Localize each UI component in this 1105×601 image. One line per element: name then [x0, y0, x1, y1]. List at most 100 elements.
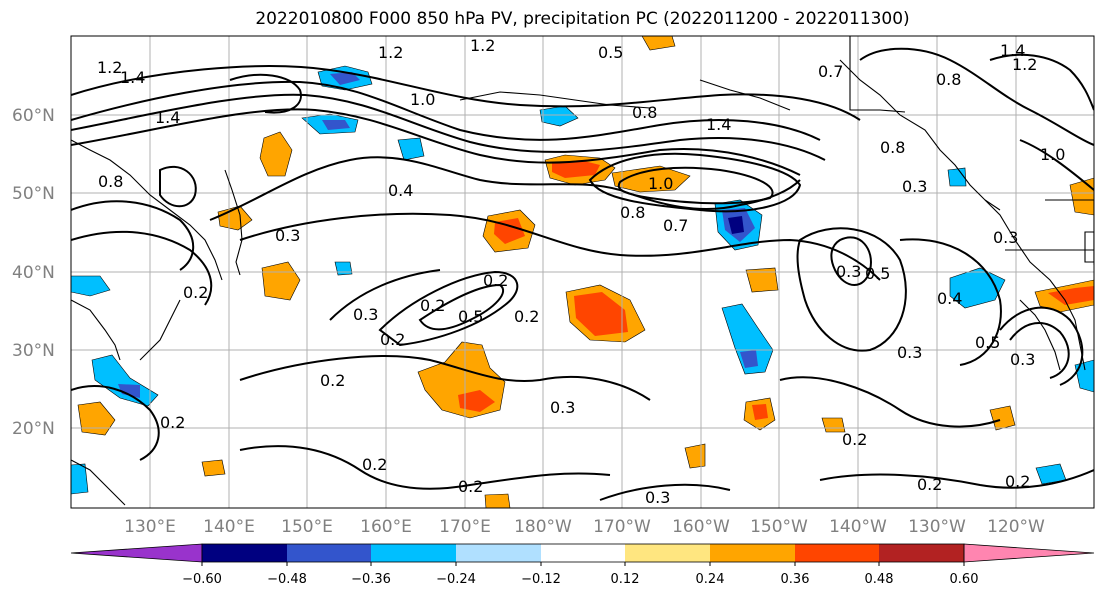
colorbar-tick-label: −0.36 — [351, 572, 391, 587]
colorbar-segment — [710, 544, 795, 562]
lon-label: 150°W — [750, 517, 808, 537]
shading-blob — [574, 292, 628, 336]
shading-blob — [458, 390, 495, 412]
contour-label: 0.8 — [632, 103, 657, 122]
contour-label: 0.3 — [645, 488, 670, 507]
coastline — [984, 199, 1086, 371]
contour-labels: 1.2 1.2 1.4 1.2 0.5 1.4 1.2 1.4 1.0 0.8 … — [97, 36, 1065, 507]
contour-label: 0.3 — [550, 398, 575, 417]
shading-blob — [397, 137, 425, 161]
pv-contour — [796, 227, 907, 352]
pv-contour — [989, 53, 1094, 111]
pv-contour — [617, 166, 774, 205]
pv-contour — [588, 152, 802, 213]
contour-label: 0.2 — [458, 477, 483, 496]
colorbar-segment — [287, 544, 371, 562]
contour-label: 0.3 — [1010, 350, 1035, 369]
contour-label: 0.3 — [993, 228, 1018, 247]
lon-label: 130°W — [908, 517, 966, 537]
contour-label: 1.0 — [410, 90, 435, 109]
shading-blob — [947, 167, 967, 187]
colorbar-segment — [202, 544, 287, 562]
colorbar-tick-label: −0.48 — [267, 572, 307, 587]
contour-label: 0.3 — [897, 343, 922, 362]
pv-contour — [1009, 321, 1070, 379]
lat-label: 20°N — [12, 419, 55, 439]
colorbar-tick-label: −0.60 — [182, 572, 222, 587]
contour-label: 0.3 — [275, 226, 300, 245]
map-frame — [70, 35, 1095, 509]
contour-label: 1.4 — [120, 68, 145, 87]
colorbar-tick-label: 0.36 — [781, 572, 810, 587]
shading-blob — [71, 275, 111, 297]
shading-blob — [334, 261, 353, 276]
contour-label: 1.4 — [706, 115, 731, 134]
pv-contour — [71, 93, 826, 161]
shading-blob — [745, 267, 779, 293]
colorbar-segment — [70, 543, 203, 563]
shading-blob — [330, 72, 360, 85]
contour-label: 1.2 — [97, 58, 122, 77]
contour-label: 0.2 — [483, 271, 508, 290]
lon-label: 180°W — [514, 517, 572, 537]
coastline — [71, 299, 121, 361]
shading-blob — [118, 384, 140, 398]
pv-contour — [209, 156, 801, 221]
contour-label: 0.2 — [1005, 472, 1030, 491]
pv-contour — [899, 238, 1002, 366]
contour-label: 1.2 — [1012, 55, 1037, 74]
shading-blob — [91, 354, 159, 407]
contour-label: 1.0 — [648, 174, 673, 193]
colorbar-segment — [456, 544, 541, 562]
contour-label: 0.5 — [865, 264, 890, 283]
colorbar-segment — [541, 544, 625, 562]
pv-contour — [71, 65, 861, 121]
graticule — [71, 36, 1094, 508]
colorbar-tick-label: 0.48 — [865, 572, 894, 587]
contour-label: 0.2 — [183, 283, 208, 302]
coastline — [459, 91, 651, 109]
colorbar-tick-labels: −0.60 −0.48 −0.36 −0.24 −0.12 0.12 0.24 … — [182, 572, 978, 587]
contour-label: 1.2 — [378, 43, 403, 62]
pv-contour — [239, 355, 651, 401]
pv-contour — [999, 306, 1084, 386]
colorbar-segment — [625, 544, 710, 562]
pv-contour — [819, 469, 1094, 489]
contour-label: 0.5 — [598, 43, 623, 62]
shading-blob — [611, 165, 691, 193]
colorbar-tick-label: −0.12 — [521, 572, 561, 587]
map-panel: 1.2 1.2 1.4 1.2 0.5 1.4 1.2 1.4 1.0 0.8 … — [70, 35, 1095, 509]
contour-label: 0.2 — [420, 296, 445, 315]
shading-blob — [728, 216, 744, 234]
pv-contour — [599, 483, 731, 501]
shading-blob — [641, 36, 676, 51]
coastline — [139, 299, 181, 361]
contour-label: 0.2 — [160, 413, 185, 432]
pv-contour — [229, 73, 302, 114]
contour-label: 0.8 — [98, 172, 123, 191]
colorbar-tick-label: −0.24 — [436, 572, 476, 587]
shading-blob — [1069, 177, 1094, 216]
contour-label: 0.2 — [362, 455, 387, 474]
colorbar-ticks — [201, 562, 965, 566]
colorbar-segment — [371, 544, 456, 562]
lon-label: 170°E — [439, 517, 491, 537]
contour-label: 0.2 — [514, 307, 539, 326]
pv-contour — [830, 236, 872, 286]
contour-label: 0.2 — [380, 330, 405, 349]
contour-label: 0.5 — [458, 307, 483, 326]
shading-blob — [552, 160, 600, 178]
shading-blob — [201, 459, 226, 477]
colorbar-tick-label: 0.24 — [696, 572, 725, 587]
latitude-labels: 60°N 50°N 40°N 30°N 20°N — [12, 106, 55, 439]
pv-contour — [329, 269, 441, 321]
contour-label: 0.2 — [917, 475, 942, 494]
colorbar-frame — [201, 543, 965, 563]
contour-label: 0.3 — [353, 305, 378, 324]
coastline — [1084, 231, 1094, 263]
pv-contour — [239, 445, 611, 490]
contour-label: 0.7 — [818, 62, 843, 81]
pv-contours — [71, 47, 1094, 501]
lon-label: 120°W — [987, 517, 1045, 537]
